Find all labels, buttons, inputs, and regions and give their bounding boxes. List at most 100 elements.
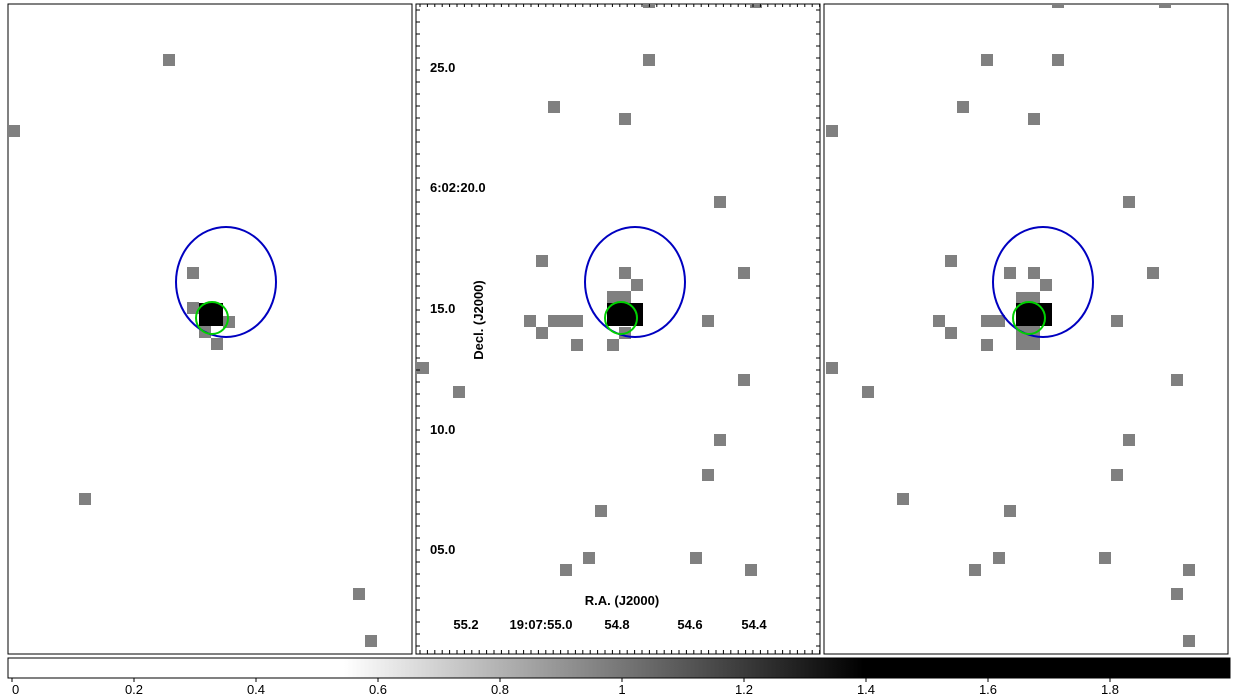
y-tick-label: 05.0 — [430, 542, 455, 557]
x-tick-label: 54.6 — [677, 617, 702, 632]
pixel — [79, 493, 91, 505]
pixel — [583, 552, 595, 564]
pixel — [957, 101, 969, 113]
pixel — [607, 339, 619, 351]
x-axis-label: R.A. (J2000) — [585, 593, 659, 608]
pixel — [1147, 267, 1159, 279]
pixel — [945, 327, 957, 339]
pixel — [1028, 113, 1040, 125]
pixel — [548, 315, 560, 327]
y-tick-label: 25.0 — [430, 60, 455, 75]
pixel — [745, 564, 757, 576]
pixel — [969, 564, 981, 576]
pixel — [945, 255, 957, 267]
pixel — [595, 505, 607, 517]
pixel — [1171, 588, 1183, 600]
colorbar-label: 0.2 — [125, 682, 143, 697]
pixel — [560, 315, 572, 327]
pixel — [607, 291, 619, 303]
pixel — [1123, 196, 1135, 208]
psf-region — [195, 301, 229, 335]
pixel — [524, 315, 536, 327]
pixel — [187, 267, 199, 279]
pixel — [1004, 267, 1016, 279]
pixel — [560, 564, 572, 576]
pixel — [619, 267, 631, 279]
pixel — [690, 552, 702, 564]
y-tick-label: 6:02:20.0 — [430, 180, 486, 195]
pixel — [417, 362, 429, 374]
pixel — [571, 315, 583, 327]
bright-pixels — [199, 303, 223, 326]
regions — [175, 226, 1094, 338]
pixel — [981, 54, 993, 66]
colorbar-label: 1.4 — [857, 682, 875, 697]
colorbar-label: 1.8 — [1101, 682, 1119, 697]
pixel — [702, 469, 714, 481]
pixel — [981, 339, 993, 351]
pixel — [750, 4, 762, 8]
y-tick-label: 15.0 — [430, 301, 455, 316]
pixel — [1052, 54, 1064, 66]
psf-region — [604, 301, 638, 335]
y-axis-label: Decl. (J2000) — [471, 280, 486, 360]
source-region — [992, 226, 1094, 338]
colorbar-label: 0.6 — [369, 682, 387, 697]
pixel — [993, 552, 1005, 564]
pixel — [365, 635, 377, 647]
pixel — [738, 267, 750, 279]
colorbar — [7, 657, 1231, 679]
pixel — [571, 339, 583, 351]
colorbar-label: 0 — [12, 682, 19, 697]
pixel — [862, 386, 874, 398]
x-tick-label: 54.8 — [604, 617, 629, 632]
panel — [415, 3, 821, 655]
bright-pixels — [1016, 303, 1052, 326]
image-pixels — [8, 4, 1195, 647]
pixel — [1183, 635, 1195, 647]
pixel — [1099, 552, 1111, 564]
pixel — [187, 302, 199, 314]
source-region — [584, 226, 686, 338]
pixel — [643, 54, 655, 66]
colorbar-label: 0.4 — [247, 682, 265, 697]
source-region — [175, 226, 277, 338]
pixel — [714, 434, 726, 446]
pixel — [1159, 4, 1171, 8]
pixel — [1052, 4, 1064, 8]
colorbar-label: 1.6 — [979, 682, 997, 697]
pixel — [211, 338, 223, 350]
x-tick-label: 19:07:55.0 — [510, 617, 573, 632]
pixel — [453, 386, 465, 398]
pixel — [1111, 315, 1123, 327]
x-tick-label: 55.2 — [453, 617, 478, 632]
pixel — [738, 374, 750, 386]
pixel — [1123, 434, 1135, 446]
pixel — [1028, 267, 1040, 279]
pixel — [1004, 505, 1016, 517]
x-tick-label: 54.4 — [741, 617, 767, 632]
psf-region — [1012, 301, 1046, 335]
pixel — [981, 315, 993, 327]
pixel — [826, 125, 838, 137]
pixel — [536, 255, 548, 267]
pixel — [702, 315, 714, 327]
colorbar-label: 1.2 — [735, 682, 753, 697]
pixel — [714, 196, 726, 208]
pixel — [1111, 469, 1123, 481]
colorbar-label: 1 — [618, 682, 625, 697]
pixel — [631, 279, 643, 291]
pixel — [548, 101, 560, 113]
y-tick-label: 10.0 — [430, 422, 455, 437]
colorbar-label: 0.8 — [491, 682, 509, 697]
pixel — [353, 588, 365, 600]
pixel — [933, 315, 945, 327]
pixel — [897, 493, 909, 505]
pixel — [1183, 564, 1195, 576]
pixel — [826, 362, 838, 374]
pixel — [163, 54, 175, 66]
pixel — [8, 125, 20, 137]
pixel — [619, 291, 631, 303]
pixel — [1040, 279, 1052, 291]
